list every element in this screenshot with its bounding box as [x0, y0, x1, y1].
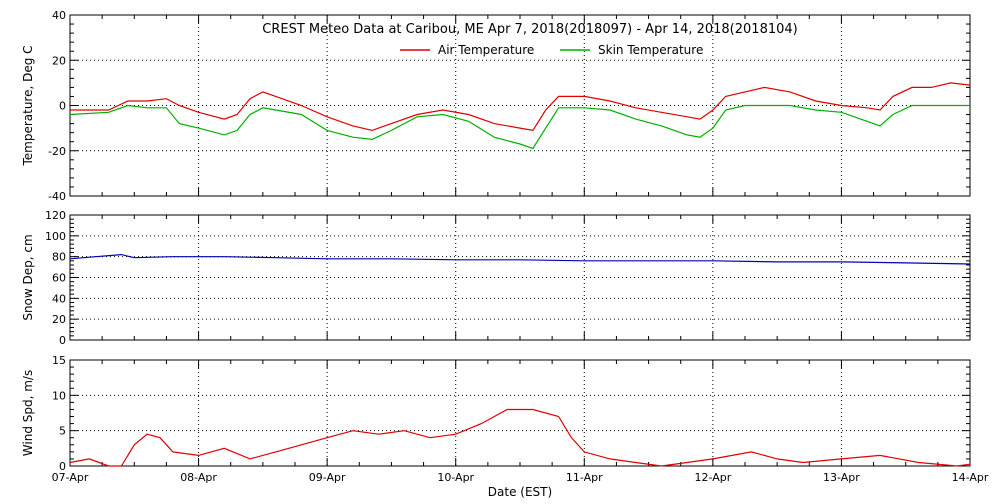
- x-tick-label: 10-Apr: [437, 471, 474, 484]
- series-line-panel-3: [69, 408, 971, 467]
- series-line-panel-2: [69, 253, 971, 265]
- legend-label: Skin Temperature: [598, 43, 703, 57]
- y-tick-label: 20: [52, 54, 66, 67]
- y-tick-label: 40: [52, 9, 66, 22]
- x-tick-label: 14-Apr: [952, 471, 989, 484]
- y-axis-label: Wind Spd, m/s: [21, 370, 35, 456]
- y-tick-label: 80: [52, 251, 66, 264]
- y-axis-label: Snow Dep, cm: [21, 234, 35, 320]
- x-tick-label: 09-Apr: [309, 471, 346, 484]
- y-tick-label: 60: [52, 272, 66, 285]
- panel-2: 0 20 40 60 80 100 120 Snow Dep, cm: [21, 209, 971, 347]
- y-tick-label: 120: [45, 209, 66, 222]
- x-tick-label: 07-Apr: [52, 471, 89, 484]
- y-tick-label: 15: [52, 354, 66, 367]
- series-line-skin-temperature: [69, 104, 970, 150]
- x-tick-label: 08-Apr: [180, 471, 217, 484]
- x-tick-label: 11-Apr: [566, 471, 603, 484]
- y-tick-label: 10: [52, 389, 66, 402]
- x-tick-label: 13-Apr: [823, 471, 860, 484]
- y-tick-label: 0: [59, 460, 66, 473]
- y-tick-label: 20: [52, 313, 66, 326]
- legend-label: Air Temperature: [438, 43, 534, 57]
- x-tick-label: 12-Apr: [694, 471, 731, 484]
- y-tick-label: -40: [48, 190, 66, 203]
- y-tick-label: 40: [52, 292, 66, 305]
- plot-frame: [69, 359, 971, 467]
- y-axis-label: Temperature, Deg C: [21, 45, 35, 166]
- series-line-air-temperature: [70, 82, 971, 132]
- panel-1: -40 -20 0 20 40 Temperature, Deg C Air Tempera…: [21, 9, 971, 203]
- y-tick-label: 5: [59, 425, 66, 438]
- y-tick-label: 100: [45, 230, 66, 243]
- y-tick-label: 0: [59, 334, 66, 347]
- x-axis-label: Date (EST): [488, 485, 552, 499]
- panel-3: 0 5 10 15 Wind Spd, m/s: [21, 354, 971, 473]
- y-tick-label: 0: [59, 100, 66, 113]
- chart-title: CREST Meteo Data at Caribou, ME Apr 7, 2…: [262, 22, 797, 37]
- y-tick-label: -20: [48, 145, 66, 158]
